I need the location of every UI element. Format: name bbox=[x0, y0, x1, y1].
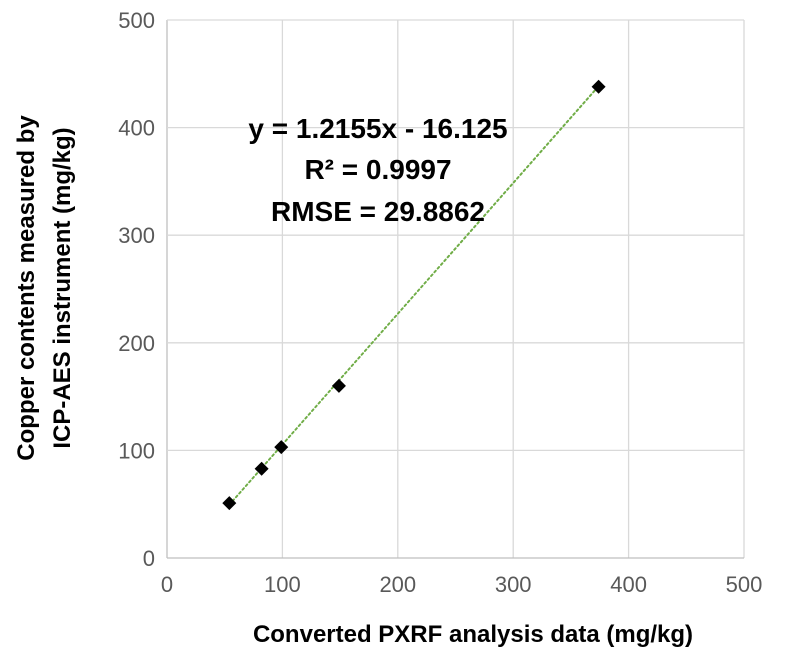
y-tick-label: 400 bbox=[118, 116, 155, 141]
data-points bbox=[222, 79, 606, 511]
x-tick-label: 400 bbox=[610, 572, 647, 597]
trendline bbox=[228, 85, 600, 506]
gridlines bbox=[166, 19, 745, 559]
x-tick-label: 200 bbox=[379, 572, 416, 597]
y-tick-label: 500 bbox=[118, 8, 155, 33]
data-point-marker bbox=[591, 79, 606, 94]
y-tick-label: 100 bbox=[118, 438, 155, 463]
x-tick-label: 100 bbox=[264, 572, 301, 597]
r-squared-label: R² = 0.9997 bbox=[304, 154, 451, 185]
x-axis-title: Converted PXRF analysis data (mg/kg) bbox=[253, 621, 693, 648]
data-point-marker bbox=[222, 496, 237, 511]
y-tick-label: 200 bbox=[118, 331, 155, 356]
y-tick-label: 0 bbox=[143, 546, 155, 571]
x-tick-label: 500 bbox=[726, 572, 763, 597]
regression-equation: y = 1.2155x - 16.125 bbox=[248, 113, 507, 144]
x-tick-label: 300 bbox=[495, 572, 532, 597]
tick-labels: 0 100 200 300 400 500 0 100 200 300 400 500 bbox=[118, 8, 762, 597]
data-point-marker bbox=[254, 461, 269, 476]
data-point-marker bbox=[274, 440, 289, 455]
rmse-label: RMSE = 29.8862 bbox=[271, 196, 485, 227]
y-axis-title: Copper contents measured by ICP-AES inst… bbox=[13, 115, 76, 461]
y-tick-label: 300 bbox=[118, 223, 155, 248]
trendline-group bbox=[228, 85, 600, 506]
x-tick-label: 0 bbox=[161, 572, 173, 597]
y-axis-title-line-1: Copper contents measured by bbox=[13, 115, 40, 461]
y-axis-title-line-2: ICP-AES instrument (mg/kg) bbox=[49, 127, 76, 448]
data-point-marker bbox=[331, 378, 346, 393]
